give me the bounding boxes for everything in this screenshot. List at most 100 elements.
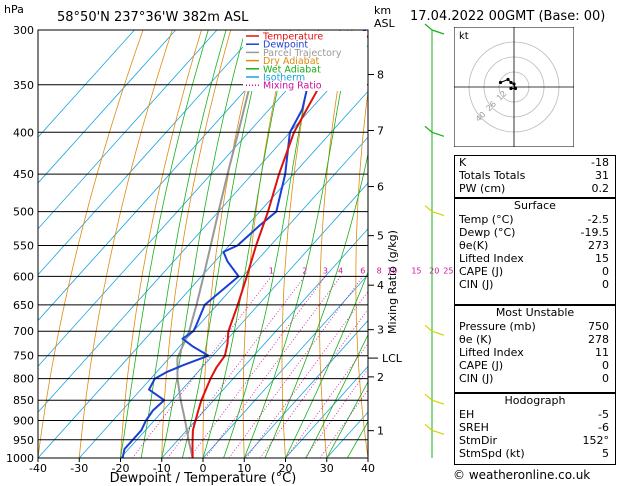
isotherm — [285, 365, 368, 458]
wet-adiabat — [140, 30, 227, 458]
dry-adiabat — [355, 88, 368, 458]
x-tick-label: -20 — [112, 462, 130, 475]
surface-row-thetae: θe(K) 273 — [459, 239, 609, 252]
footer-credit[interactable]: © weatheronline.co.uk — [453, 468, 591, 482]
hodograph-table: Hodograph EH -5 SREH -6 StmDir 152° StmSpd … — [454, 393, 616, 465]
dry-adiabat — [202, 30, 261, 458]
mixing-ratio-line — [319, 389, 368, 458]
wind-barb — [431, 29, 445, 35]
km-tick-label: 1 — [377, 425, 384, 438]
isotherm — [38, 30, 259, 276]
mu-row-thetae: θe (K) 278 — [459, 333, 609, 346]
mixing-ratio-line — [246, 290, 368, 458]
pressure-tick-label: 950 — [13, 434, 34, 447]
temperature-profile — [191, 34, 368, 458]
km-label: km — [374, 4, 391, 17]
hodograph-title: Hodograph — [504, 394, 566, 407]
mixing-ratio-line — [304, 368, 368, 458]
isotherm — [38, 30, 218, 230]
mu-row-cin: CIN (J) 0 — [459, 372, 609, 385]
most-unstable-table: Most Unstable Pressure (mb) 750 θe (K) 278… — [454, 305, 616, 393]
surface-title: Surface — [514, 199, 556, 212]
isotherm — [38, 44, 368, 413]
legend-label: Dry Adiabat — [263, 56, 320, 67]
x-tick-label: -30 — [70, 462, 88, 475]
mixing-ratio-axis-label: Mixing Ratio (g/kg) — [386, 230, 399, 334]
dry-adiabat — [120, 30, 202, 458]
mixing-ratio-label: 10 — [387, 266, 397, 275]
axes: 1 2 3 4 6 8 10 15 20 2530035040045050055060065070… — [6, 24, 453, 475]
x-tick-label: 10 — [237, 462, 251, 475]
dry-adiabat — [281, 30, 319, 458]
wet-adiabat — [182, 30, 268, 458]
plot-frame — [37, 29, 369, 459]
mixing-ratio-line — [131, 276, 272, 458]
wet-adiabat — [120, 30, 209, 458]
pressure-tick-label: 850 — [13, 394, 34, 407]
hodograph-point — [513, 86, 518, 91]
legend-label: Dewpoint — [263, 40, 308, 51]
mixing-ratio-line — [189, 276, 326, 458]
dry-adiabat — [242, 30, 290, 458]
wet-adiabat — [264, 152, 368, 458]
isotherm — [120, 182, 368, 458]
km-tick-label: 6 — [377, 181, 384, 194]
surface-table: Surface Temp (°C) -2.5 Dewp (°C) -19.5 θe(… — [454, 198, 616, 305]
mixing-ratio-label: 2 — [302, 266, 307, 275]
wind-barb — [431, 131, 445, 137]
surface-row-dewp: Dewp (°C) -19.5 — [459, 226, 609, 239]
mu-row-pressure: Pressure (mb) 750 — [459, 320, 609, 333]
most-unstable-title: Most Unstable — [495, 306, 575, 319]
km-tick-label: 7 — [377, 124, 384, 137]
mixing-ratio-label: 4 — [338, 266, 343, 275]
km-tick-label: 2 — [377, 371, 384, 384]
mixing-ratio-label: 8 — [377, 266, 382, 275]
dewpoint-profile — [121, 30, 367, 458]
indices-table: K -18 Totals Totals 31 PW (cm) 0.2 — [454, 155, 616, 198]
index-row-totals: Totals Totals 31 — [459, 169, 609, 182]
hodograph-point — [509, 80, 513, 85]
isotherm — [38, 30, 341, 367]
hodo-row-eh: EH -5 — [459, 408, 609, 421]
hodo-row-sreh: SREH -6 — [459, 421, 609, 434]
hodograph-point — [498, 80, 503, 85]
x-tick-label: 30 — [320, 462, 334, 475]
isotherm — [78, 136, 368, 458]
mixing-ratio-line — [259, 308, 368, 458]
km-tick-label: 3 — [377, 324, 384, 337]
hodograph-unit: kt — [459, 31, 469, 42]
legend-label: Parcel Trajectory — [263, 48, 342, 59]
wind-barb — [431, 399, 445, 405]
pressure-tick-label: 550 — [13, 239, 34, 252]
background-lines — [38, 30, 368, 458]
x-axis-label: Dewpoint / Temperature (°C) — [110, 471, 297, 486]
x-tick-label: 0 — [200, 462, 207, 475]
wind-barb-flag — [424, 205, 433, 213]
dry-adiabat — [161, 30, 232, 458]
pressure-tick-label: 1000 — [6, 452, 34, 465]
isotherm — [38, 30, 135, 138]
surface-row-cape: CAPE (J) 0 — [459, 265, 609, 278]
pressure-tick-label: 650 — [13, 299, 34, 312]
wet-adiabat — [202, 30, 292, 458]
mixing-ratio-line — [228, 276, 364, 458]
x-tick-label: 20 — [279, 462, 293, 475]
wind-barb-flag — [424, 423, 433, 431]
wind-barb-flag — [424, 23, 433, 31]
surface-row-temp: Temp (°C) -2.5 — [459, 213, 609, 226]
pressure-unit: hPa — [4, 3, 24, 16]
x-tick-label: 40 — [361, 462, 375, 475]
dry-adiabat — [38, 30, 144, 458]
km-tick-label: 4 — [377, 279, 384, 292]
mu-row-li: Lifted Index 11 — [459, 346, 609, 359]
pressure-tick-label: 500 — [13, 206, 34, 219]
wet-adiabat — [223, 30, 320, 458]
location-title: 58°50'N 237°36'W 382m ASL — [57, 10, 249, 25]
x-tick-label: -10 — [153, 462, 171, 475]
pressure-tick-label: 350 — [13, 79, 34, 92]
wet-adiabat — [305, 334, 368, 458]
wind-barb-flag — [424, 125, 433, 133]
legend-box — [243, 31, 367, 91]
